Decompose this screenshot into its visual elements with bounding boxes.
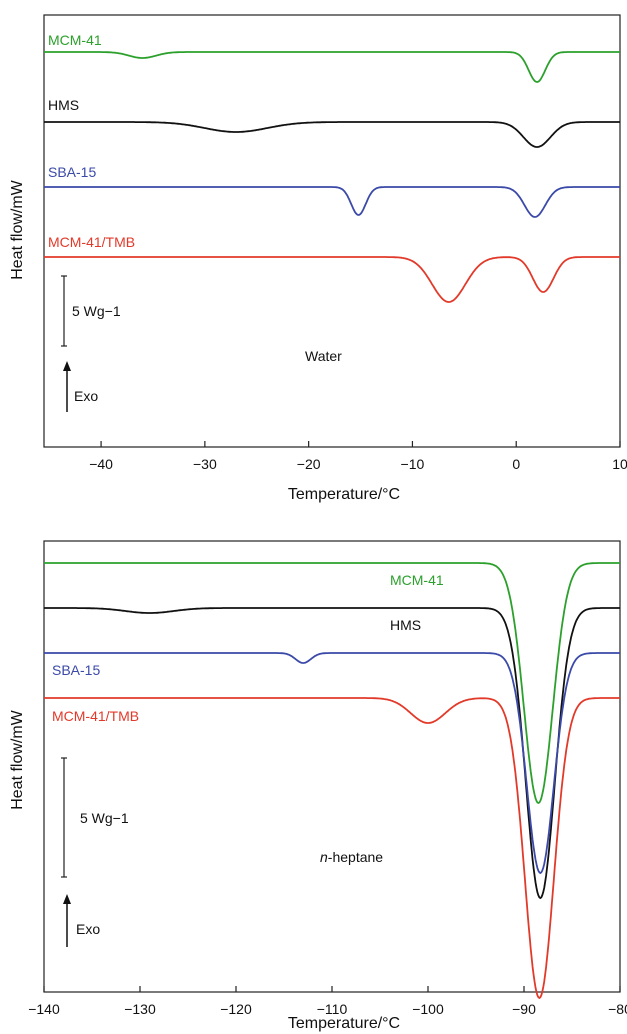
- x-tick-label: −40: [89, 456, 113, 472]
- x-tick-label: 10: [612, 456, 627, 472]
- series-label: MCM-41/TMB: [48, 234, 135, 250]
- scale-bar-label: 5 Wg−1: [80, 810, 129, 826]
- exo-label: Exo: [76, 921, 100, 937]
- series-line-mcm-41: [44, 562, 620, 805]
- y-axis-title: Heat flow/mW: [9, 709, 26, 809]
- y-axis-title: Heat flow/mW: [9, 179, 26, 279]
- x-tick-label: −10: [401, 456, 425, 472]
- series-label: HMS: [390, 617, 421, 633]
- x-tick-label: −30: [193, 456, 217, 472]
- exo-arrow-head: [63, 894, 71, 904]
- x-tick-label: −110: [317, 1001, 348, 1017]
- x-tick-label: −140: [28, 1001, 60, 1017]
- exo-label: Exo: [74, 388, 98, 404]
- series-line-mcm-41-tmb: [44, 256, 620, 303]
- dsc-panel-water: −40 −30 −20 −10 0 10 Temperature/°C Heat flow/m…: [9, 14, 627, 503]
- plot-frame: [43, 14, 621, 448]
- series-label: MCM-41: [390, 572, 444, 588]
- series-line-hms: [44, 121, 620, 148]
- solvent-label: Water: [305, 348, 342, 364]
- x-tick-label: −90: [512, 1001, 536, 1017]
- x-tick-label: 0: [512, 456, 520, 472]
- series-label: MCM-41/TMB: [52, 708, 139, 724]
- x-tick-label: −130: [124, 1001, 156, 1017]
- x-tick-label: −20: [297, 456, 321, 472]
- scale-bar-label: 5 Wg−1: [72, 303, 121, 319]
- series-line-sba-15: [44, 186, 620, 218]
- series-label: SBA-15: [52, 662, 100, 678]
- x-tick-label: −80: [608, 1001, 627, 1017]
- solvent-label: n-heptane: [320, 849, 383, 865]
- x-tick-label: −120: [220, 1001, 252, 1017]
- x-tick-label: −100: [412, 1001, 444, 1017]
- x-axis-title: Temperature/°C: [288, 1015, 400, 1032]
- series-line-sba-15: [44, 652, 620, 875]
- series-label: HMS: [48, 97, 79, 113]
- dsc-panel-heptane: −140 −130 −120 −110 −100 −90 −80 Temperature/°C…: [9, 540, 627, 1032]
- series-line-mcm-41: [44, 51, 620, 83]
- series-label: MCM-41: [48, 32, 102, 48]
- series-label: SBA-15: [48, 164, 96, 180]
- series-line-mcm-41-tmb: [44, 697, 620, 1000]
- exo-arrow-head: [63, 361, 71, 371]
- x-axis-title: Temperature/°C: [288, 486, 400, 503]
